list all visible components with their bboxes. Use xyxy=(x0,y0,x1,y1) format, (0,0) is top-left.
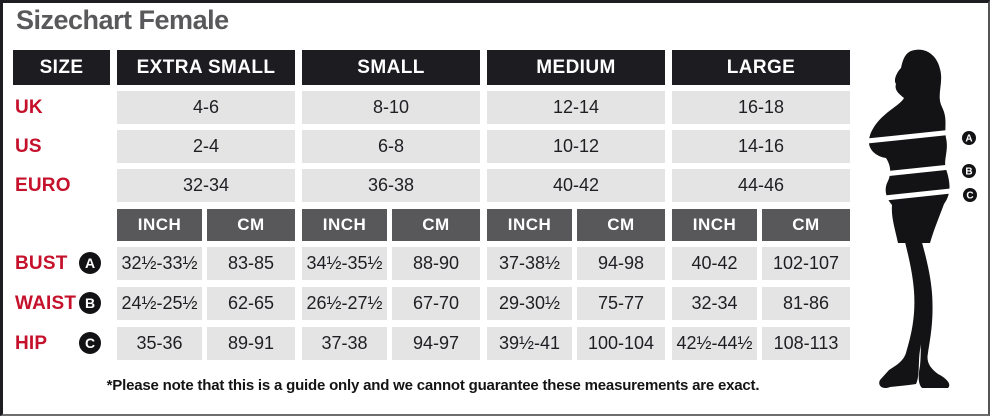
us-medium: 10-12 xyxy=(487,130,665,163)
bust-xs-inch: 32½-33½ xyxy=(117,247,202,280)
unit-header-inch: INCH xyxy=(672,209,757,241)
row-label-waist: WAIST xyxy=(15,292,77,314)
figure-bust-badge-letter: A xyxy=(965,134,972,145)
us-extra-small: 2-4 xyxy=(117,130,295,163)
hip-s-cm: 94-97 xyxy=(392,327,480,360)
euro-extra-small: 32-34 xyxy=(117,169,295,202)
figure-bust-badge-circle xyxy=(962,131,976,145)
header-extra-small: EXTRA SMALL xyxy=(117,50,295,85)
bust-m-cm: 94-98 xyxy=(577,247,665,280)
unit-header-inch: INCH xyxy=(487,209,572,241)
header-large: LARGE xyxy=(672,50,850,85)
hip-m-inch: 39½-41 xyxy=(487,327,572,360)
waist-m-cm: 75-77 xyxy=(577,287,665,320)
waist-l-inch: 32-34 xyxy=(672,287,757,320)
us-large: 14-16 xyxy=(672,130,850,163)
waist-m-inch: 29-30½ xyxy=(487,287,572,320)
uk-medium: 12-14 xyxy=(487,91,665,124)
hip-l-cm: 108-113 xyxy=(762,327,850,360)
euro-large: 44-46 xyxy=(672,169,850,202)
header-small: SMALL xyxy=(302,50,480,85)
waist-s-cm: 67-70 xyxy=(392,287,480,320)
header-medium: MEDIUM xyxy=(487,50,665,85)
hip-xs-cm: 89-91 xyxy=(207,327,295,360)
figure-waist-badge-letter: B xyxy=(965,167,972,178)
bust-l-cm: 102-107 xyxy=(762,247,850,280)
waist-xs-cm: 62-65 xyxy=(207,287,295,320)
figure-waist-badge-circle xyxy=(962,164,976,178)
measurement-lines xyxy=(863,129,960,202)
silhouette-shape xyxy=(868,49,950,389)
hip-marker-badge: C xyxy=(79,332,101,354)
header-size: SIZE xyxy=(13,50,110,85)
row-label-uk: UK xyxy=(15,96,43,118)
row-label-euro: EURO xyxy=(15,174,71,196)
unit-header-inch: INCH xyxy=(302,209,387,241)
unit-header-cm: CM xyxy=(762,209,850,241)
bust-s-inch: 34½-35½ xyxy=(302,247,387,280)
euro-medium: 40-42 xyxy=(487,169,665,202)
waist-marker-badge: B xyxy=(79,292,101,314)
us-small: 6-8 xyxy=(302,130,480,163)
hip-l-inch: 42½-44½ xyxy=(672,327,757,360)
unit-header-cm: CM xyxy=(577,209,665,241)
uk-large: 16-18 xyxy=(672,91,850,124)
bust-marker-badge: A xyxy=(79,252,101,274)
waist-s-inch: 26½-27½ xyxy=(302,287,387,320)
disclaimer-note: *Please note that this is a guide only a… xyxy=(106,377,760,394)
row-label-us: US xyxy=(15,135,42,157)
uk-extra-small: 4-6 xyxy=(117,91,295,124)
figure-marker-badges: A B C xyxy=(962,131,977,202)
euro-small: 36-38 xyxy=(302,169,480,202)
uk-small: 8-10 xyxy=(302,91,480,124)
hip-xs-inch: 35-36 xyxy=(117,327,202,360)
unit-header-cm: CM xyxy=(392,209,480,241)
hip-m-cm: 100-104 xyxy=(577,327,665,360)
figure-hip-badge-letter: C xyxy=(966,191,973,202)
waist-xs-inch: 24½-25½ xyxy=(117,287,202,320)
figure-hip-badge-circle xyxy=(963,188,977,202)
bust-l-inch: 40-42 xyxy=(672,247,757,280)
bust-m-inch: 37-38½ xyxy=(487,247,572,280)
hip-s-inch: 37-38 xyxy=(302,327,387,360)
page-title: Sizechart Female xyxy=(16,5,229,35)
unit-header-cm: CM xyxy=(207,209,295,241)
bust-s-cm: 88-90 xyxy=(392,247,480,280)
unit-header-inch: INCH xyxy=(117,209,202,241)
waist-l-cm: 81-86 xyxy=(762,287,850,320)
female-silhouette-figure: A B C xyxy=(863,49,977,389)
bust-xs-cm: 83-85 xyxy=(207,247,295,280)
row-label-bust: BUST xyxy=(15,252,68,274)
row-label-hip: HIP xyxy=(15,332,48,354)
